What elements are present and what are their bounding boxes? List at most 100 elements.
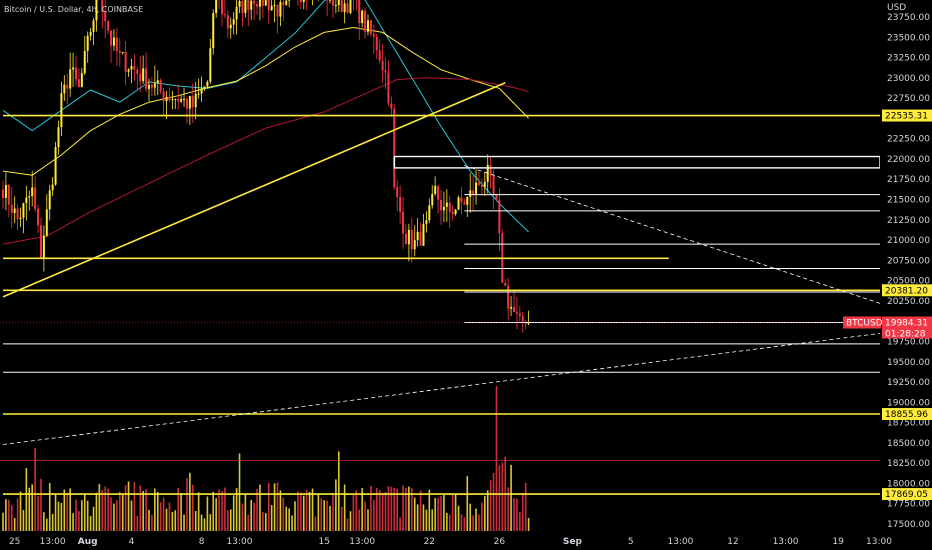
candle-body <box>107 21 110 31</box>
y-tick-label: 18500.00 <box>887 439 930 449</box>
candle-body <box>203 86 206 89</box>
candle-body <box>235 6 238 20</box>
candle-body <box>387 72 390 104</box>
volume-bar <box>259 484 261 531</box>
volume-bar <box>486 490 489 531</box>
volume-bar <box>200 514 203 531</box>
volume-bar <box>63 489 66 531</box>
candle-body <box>247 0 250 10</box>
volume-bar <box>60 502 63 531</box>
candle-body <box>226 15 229 29</box>
volume-bar <box>46 518 48 531</box>
volume-bar <box>370 485 372 531</box>
candle-body <box>80 73 83 87</box>
candle-body <box>399 197 402 212</box>
volume-bar <box>335 479 337 531</box>
candle-body <box>521 315 524 322</box>
volume-bar <box>238 453 241 531</box>
candle-body <box>527 322 530 324</box>
volume-bar <box>454 494 457 531</box>
volume-bar <box>180 493 182 531</box>
trend-line <box>2 332 881 445</box>
x-tick-label: Sep <box>563 537 583 547</box>
candle-body <box>349 0 352 13</box>
volume-bar <box>413 497 416 531</box>
volume-bar <box>113 503 115 531</box>
candle-body <box>124 52 127 72</box>
candle-body <box>223 14 226 16</box>
candle-body <box>127 69 130 72</box>
volume-bar <box>501 462 504 531</box>
candle-body <box>299 0 302 3</box>
candle-body <box>518 313 521 316</box>
volume-bar <box>189 472 191 531</box>
candle-body <box>422 223 425 246</box>
volume-bar <box>209 514 212 531</box>
candles <box>2 0 530 333</box>
candle-body <box>150 84 153 88</box>
candle-body <box>191 96 194 108</box>
level-price-label: 22535.31 <box>885 112 928 122</box>
volume-bar <box>340 506 343 531</box>
candle-body <box>118 50 121 53</box>
level-price-label: 20381.20 <box>885 286 928 296</box>
candle-body <box>454 209 457 215</box>
x-tick-label: 13:00 <box>773 537 799 547</box>
candle-body <box>77 79 80 87</box>
volume-bar <box>72 513 74 531</box>
ma-line-teal-ma <box>2 0 529 233</box>
volume-bar <box>425 509 428 531</box>
volume-bar <box>107 488 109 531</box>
volume-bar <box>25 467 28 531</box>
time-axis-bg <box>0 532 932 550</box>
ma-line-red-ma <box>2 77 529 245</box>
currency-label: USD <box>887 3 906 13</box>
x-tick-label: 4 <box>129 537 135 547</box>
volume-bar <box>186 478 188 531</box>
candle-body <box>267 0 270 11</box>
volume-bar <box>492 472 495 531</box>
level-price-tag <box>882 284 932 297</box>
candle-body <box>480 184 483 187</box>
candle-body <box>273 4 276 6</box>
candle-body <box>507 285 510 309</box>
candle-body <box>250 0 253 10</box>
volume-bar <box>232 495 235 531</box>
volume-bar <box>165 508 168 531</box>
price-axis: 17500.00 17750.00 18000.00 18250.00 18500.00… <box>843 0 932 550</box>
y-tick-label: 18250.00 <box>887 459 930 469</box>
candle-body <box>4 184 7 198</box>
time-axis: 25 13:00 Aug 4 8 13:00 15 13:00 22 26 Sep 5 13:00 12 1… <box>0 532 932 550</box>
volume-bar <box>332 494 334 531</box>
volume-bar <box>253 502 255 531</box>
candle-body <box>329 0 332 1</box>
candle-body <box>162 91 165 102</box>
candle-body <box>372 33 375 37</box>
candle-body <box>183 98 186 100</box>
volume-bar <box>481 502 483 531</box>
y-tick-label: 21000.00 <box>887 236 930 246</box>
last-price-tag <box>882 316 932 339</box>
candle-body <box>475 182 478 195</box>
candle-body <box>215 0 218 14</box>
volume-bar <box>519 511 521 531</box>
candle-body <box>425 220 428 224</box>
volume-bar <box>457 505 460 531</box>
candle-body <box>279 2 282 17</box>
candle-body <box>288 0 291 1</box>
y-tick-label: 22000.00 <box>887 155 930 165</box>
volume-bar <box>206 496 209 531</box>
volume-bar <box>265 513 267 531</box>
volume-bar <box>66 492 69 531</box>
candle-body <box>19 217 22 220</box>
price-axis-bg <box>880 0 932 550</box>
volume-bar <box>101 489 104 531</box>
level-price-tag <box>882 408 932 421</box>
volume-bar <box>19 491 22 531</box>
candle-body <box>489 164 492 176</box>
candle-body <box>440 199 442 211</box>
volume-bar <box>524 482 527 531</box>
candle-body <box>361 10 364 24</box>
